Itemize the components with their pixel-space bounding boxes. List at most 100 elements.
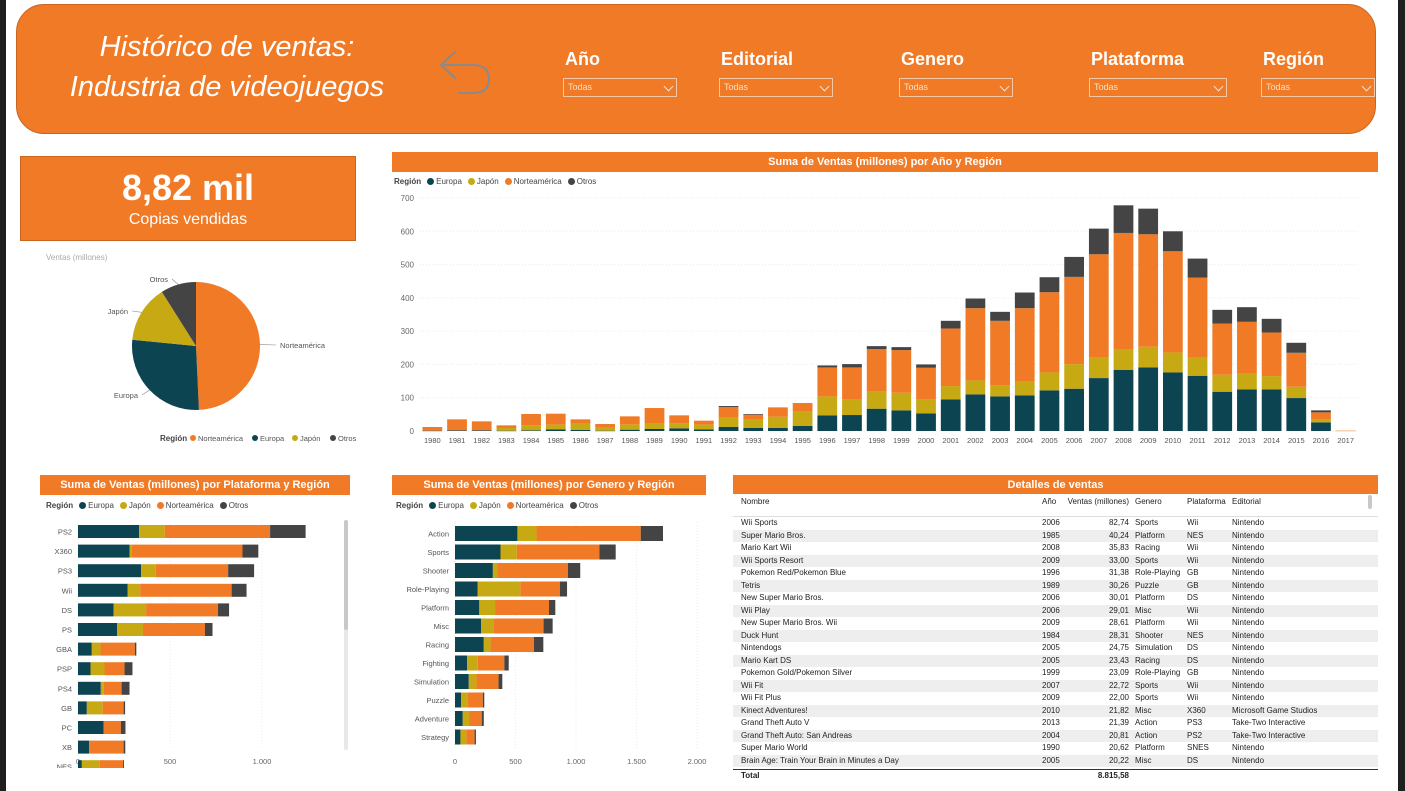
bar-simulation-europa[interactable] (455, 674, 469, 689)
bar-gb-norteamerica[interactable] (102, 701, 124, 715)
bar-platform-norteamerica[interactable] (495, 600, 550, 615)
bar-simulation-japon[interactable] (468, 674, 477, 689)
bar-2001-norteamerica[interactable] (940, 328, 961, 387)
bar-2016-norteamerica[interactable] (1311, 412, 1331, 420)
legend-item-europa[interactable]: Europa (429, 501, 464, 510)
table-row[interactable]: Wii Fit Plus 2009 22,00 Sports Wii Nintendo (733, 692, 1378, 705)
bar-2008-japon[interactable] (1113, 349, 1134, 370)
bar-1993-europa[interactable] (743, 428, 764, 431)
bar-x360-japon[interactable] (129, 544, 132, 558)
bar-racing-norteamerica[interactable] (490, 637, 535, 652)
bar-1984-europa[interactable] (521, 430, 541, 431)
pie-slice-norteamerica[interactable] (196, 282, 261, 410)
bar-1992-otros[interactable] (718, 406, 739, 408)
bar-2012-europa[interactable] (1212, 391, 1233, 431)
column-header-editorial[interactable]: Editorial (1232, 497, 1261, 506)
bar-ps3-norteamerica[interactable] (155, 564, 229, 578)
table-row[interactable]: New Super Mario Bros. 2006 30,01 Platform DS… (733, 592, 1378, 605)
legend-item-norteamerica[interactable]: Norteamérica (504, 177, 562, 186)
bar-puzzle-japon[interactable] (461, 692, 468, 708)
bar-1986-europa[interactable] (570, 430, 591, 431)
bar-ps-japon[interactable] (117, 623, 143, 636)
bar-1988-norteamerica[interactable] (619, 416, 640, 425)
bar-2013-japon[interactable] (1237, 373, 1257, 390)
table-row[interactable]: Tetris 1989 30,26 Puzzle GB Nintendo (733, 579, 1378, 592)
bar-1998-norteamerica[interactable] (866, 349, 887, 392)
bar-x360-otros[interactable] (242, 544, 259, 558)
bar-2009-japon[interactable] (1138, 346, 1159, 368)
table-row[interactable]: Pokemon Red/Pokemon Blue 1996 31,38 Role-Pl… (733, 567, 1378, 580)
bar-2000-otros[interactable] (916, 364, 936, 368)
legend-item-japon[interactable]: Japón (469, 501, 501, 510)
bar-1990-japon[interactable] (669, 423, 690, 429)
bar-2006-otros[interactable] (1064, 256, 1085, 277)
bar-2006-europa[interactable] (1064, 388, 1085, 431)
bar-2009-europa[interactable] (1138, 367, 1159, 431)
bar-2015-norteamerica[interactable] (1286, 352, 1307, 387)
bar-ps-norteamerica[interactable] (142, 623, 205, 636)
bar-1987-japon[interactable] (595, 427, 616, 431)
bar-2016-otros[interactable] (1311, 410, 1331, 413)
table-row[interactable]: Mario Kart Wii 2008 35,83 Racing Wii Nintendo (733, 542, 1378, 555)
bar-1983-japon[interactable] (496, 428, 517, 431)
bar-fighting-japon[interactable] (467, 655, 478, 671)
bar-1990-norteamerica[interactable] (669, 415, 690, 424)
bar-1980-europa[interactable] (422, 430, 443, 432)
bar-2007-norteamerica[interactable] (1088, 254, 1109, 358)
bar-1998-japon[interactable] (866, 391, 887, 409)
bar-strategy-otros[interactable] (474, 729, 476, 745)
bar-1999-norteamerica[interactable] (891, 350, 912, 393)
bar-2017-norteamerica[interactable] (1335, 430, 1356, 432)
bar-1992-japon[interactable] (718, 417, 739, 428)
filter-select-ano[interactable]: Todas (563, 78, 677, 97)
bar-1991-japon[interactable] (693, 424, 714, 430)
bar-puzzle-otros[interactable] (482, 692, 485, 708)
bar-2013-norteamerica[interactable] (1237, 321, 1257, 374)
bar-1983-europa[interactable] (496, 430, 517, 432)
bar-2005-japon[interactable] (1039, 372, 1060, 391)
bar-puzzle-norteamerica[interactable] (467, 692, 483, 708)
table-row[interactable]: Wii Sports 2006 82,74 Sports Wii Nintendo (733, 517, 1378, 530)
bar-2003-europa[interactable] (990, 396, 1010, 431)
bar-action-japon[interactable] (517, 526, 537, 541)
bar-2000-norteamerica[interactable] (916, 367, 936, 400)
table-row[interactable]: Pokemon Gold/Pokemon Silver 1999 23,09 Role… (733, 667, 1378, 680)
bar-2013-europa[interactable] (1237, 389, 1257, 431)
scrollbar-thumb[interactable] (344, 520, 348, 630)
bar-1990-europa[interactable] (669, 428, 690, 431)
bar-role-playing-europa[interactable] (455, 581, 478, 597)
bar-2007-europa[interactable] (1088, 378, 1109, 431)
bar-2011-europa[interactable] (1187, 375, 1208, 431)
bar-x360-norteamerica[interactable] (131, 544, 243, 558)
bar-fighting-norteamerica[interactable] (477, 655, 505, 671)
bar-2009-otros[interactable] (1138, 208, 1159, 235)
bar-ps-europa[interactable] (78, 623, 118, 636)
bar-ps-otros[interactable] (204, 623, 213, 636)
sales-table[interactable]: Nombre Año Ventas (millones) Genero Platafor… (733, 494, 1378, 782)
table-row[interactable]: Grand Theft Auto V 2013 21,39 Action PS3 Take… (733, 717, 1378, 730)
legend-item-otros[interactable]: Otros (567, 177, 596, 186)
bar-2002-norteamerica[interactable] (965, 308, 986, 381)
bar-2000-japon[interactable] (916, 399, 936, 414)
legend-item-otros[interactable]: Otros (219, 501, 248, 510)
legend-item-europa[interactable]: Europa (79, 501, 114, 510)
bar-2004-japon[interactable] (1014, 381, 1035, 396)
bar-1994-europa[interactable] (768, 428, 788, 431)
pie-chart[interactable]: Ventas (millones) Norteamérica Europa Japón… (20, 248, 360, 448)
bar-xb-norteamerica[interactable] (89, 740, 124, 754)
table-row[interactable]: Super Mario World 1990 20,62 Platform SNES Ni… (733, 742, 1378, 755)
bar-nes-norteamerica[interactable] (99, 760, 124, 768)
table-row[interactable]: New Super Mario Bros. Wii 2009 28,61 Platfo… (733, 617, 1378, 630)
bar-1996-japon[interactable] (817, 396, 838, 416)
bar-1991-europa[interactable] (693, 429, 714, 431)
bar-1984-japon[interactable] (521, 425, 541, 431)
bar-psp-japon[interactable] (90, 662, 105, 676)
bar-role-playing-norteamerica[interactable] (520, 581, 560, 597)
bar-ps4-europa[interactable] (78, 681, 101, 695)
table-row[interactable]: Mario Kart DS 2005 23,43 Racing DS Nintendo (733, 654, 1378, 667)
column-header-ventas-millones[interactable]: Ventas (millones) (1067, 497, 1129, 506)
bar-2011-otros[interactable] (1187, 258, 1208, 278)
legend-item-europa[interactable]: Europa (260, 434, 285, 443)
bar-2004-otros[interactable] (1014, 292, 1035, 309)
bar-1987-norteamerica[interactable] (595, 424, 616, 428)
